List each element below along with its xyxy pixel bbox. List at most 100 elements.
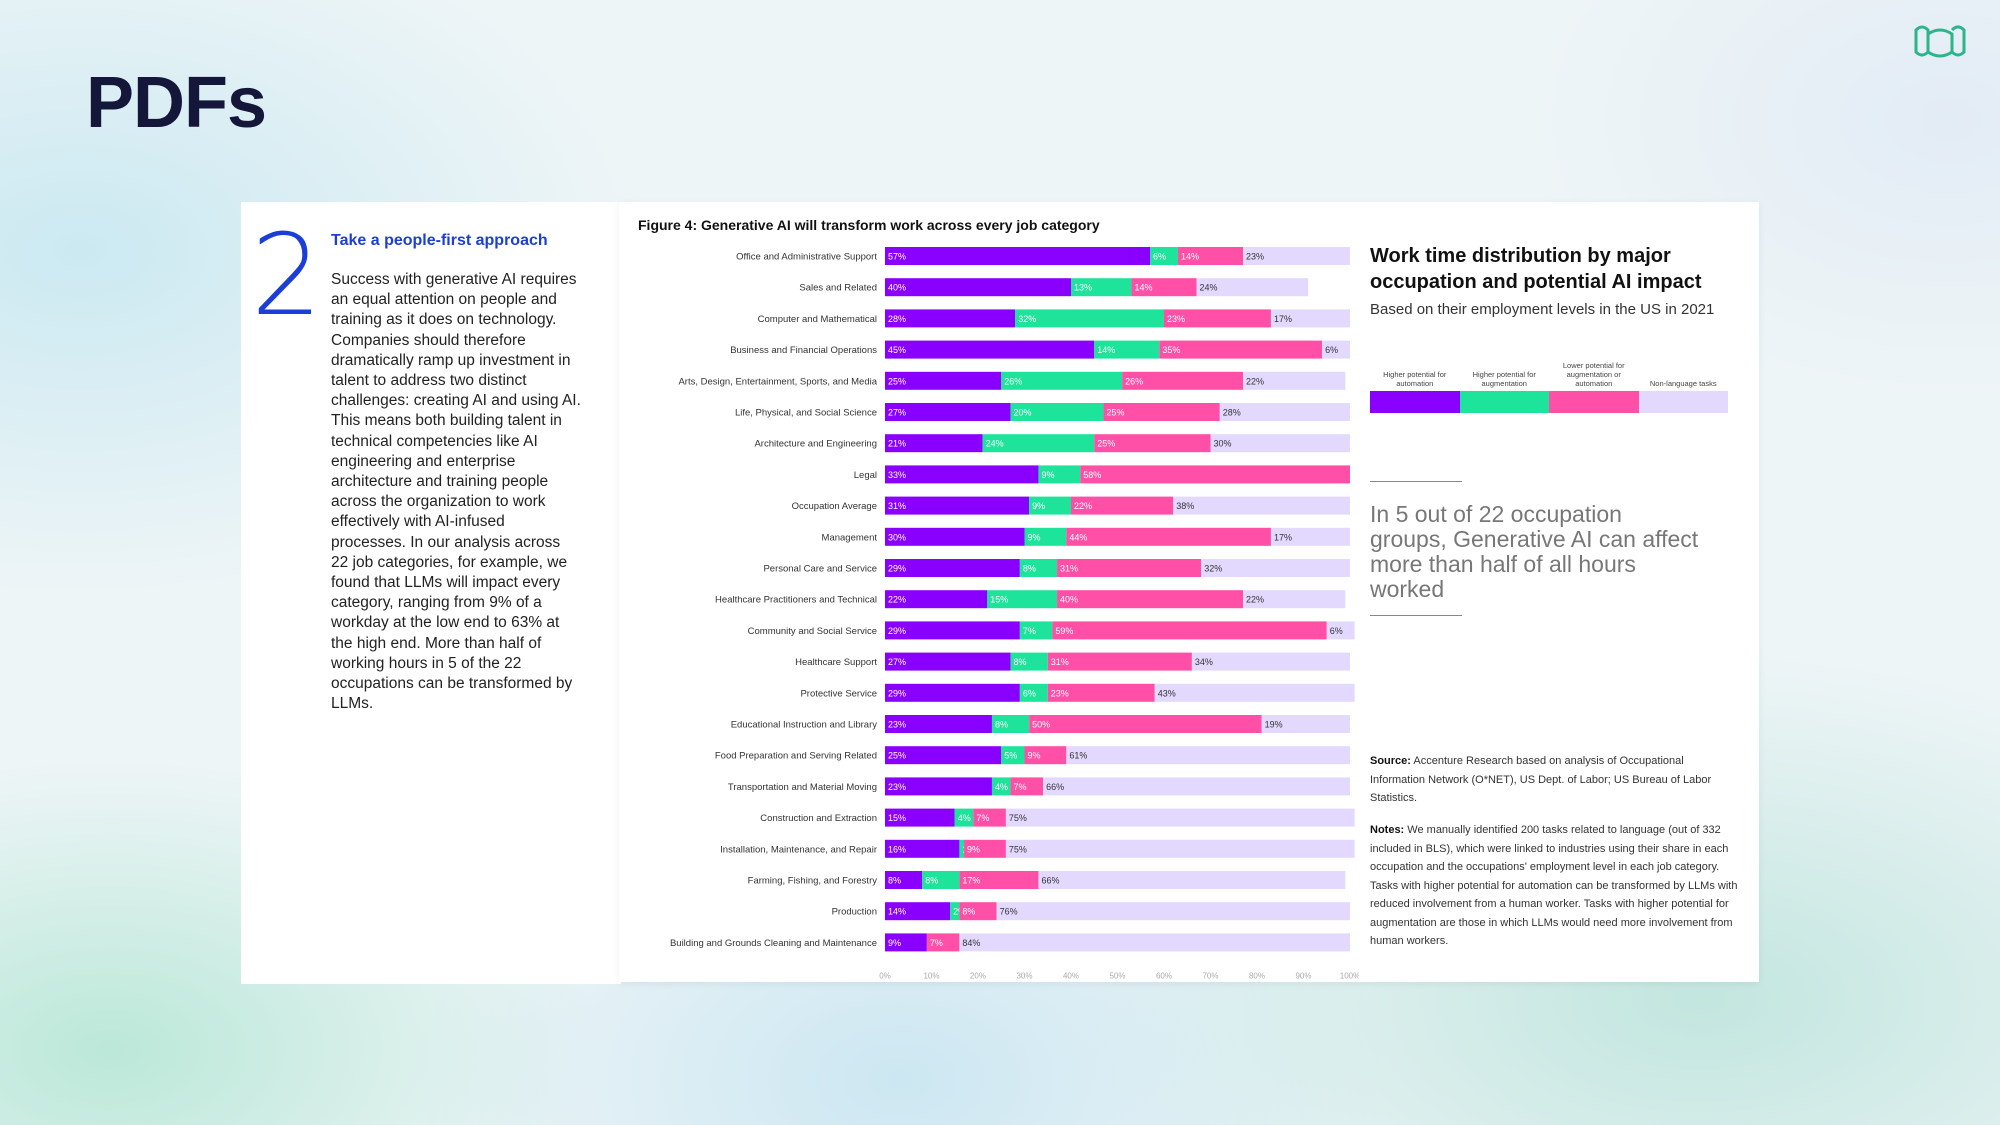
data-label: 8% [888,876,901,886]
brand-logo-icon [1914,25,1966,58]
bar-segment [1019,683,1048,702]
bar-segment [1191,652,1350,671]
bar-segment [885,496,1030,515]
data-label: 31% [1060,564,1078,574]
section-number: 2 [251,211,323,341]
bar-segment [1015,309,1164,328]
category-label: Occupation Average [792,501,877,512]
legend-item: Higher potential for augmentation [1459,352,1549,413]
category-label: Healthcare Practitioners and Technical [715,595,877,606]
legend-item: Lower potential for augmentation or auto… [1549,352,1639,413]
chart-legend: Higher potential for automation Higher p… [1370,352,1728,413]
source-note: Source: Accenture Research based on anal… [1370,752,1740,808]
bar-segment [885,278,1071,297]
figure-side-subtitle: Based on their employment levels in the … [1370,301,1715,318]
legend-swatch [1370,391,1460,413]
data-label: 45% [888,345,906,355]
data-label: 8% [1014,657,1027,667]
data-label: 9% [1028,751,1041,761]
data-label: 61% [1069,751,1087,761]
data-label: 22% [1246,376,1264,386]
bar-segment [1270,527,1350,546]
category-label: Installation, Maintenance, and Repair [720,844,877,855]
data-label: 21% [888,439,906,449]
bar-segment [1243,590,1346,609]
bar-segment [1071,496,1174,515]
bar-segment [885,309,1016,328]
bar-segment [1038,465,1081,484]
data-label: 23% [1246,252,1264,262]
data-label: 26% [1004,376,1022,386]
bar-segment [1066,746,1350,765]
data-label: 76% [1000,907,1018,917]
category-label: Transportation and Material Moving [728,782,877,793]
bar-segment [1270,309,1350,328]
data-label: 26% [1125,376,1143,386]
category-label: Personal Care and Service [763,564,877,575]
category-label: Architecture and Engineering [754,439,877,450]
divider [1370,615,1462,616]
bar-segment [1057,559,1202,577]
category-label: Construction and Extraction [760,813,877,824]
data-label: 14% [1134,283,1152,293]
data-label: 22% [1246,595,1264,605]
data-label: 7% [1014,782,1027,792]
data-label: 8% [925,876,938,886]
category-label: Educational Instruction and Library [731,720,878,731]
data-label: 57% [888,252,906,262]
x-tick-label: 50% [1109,972,1125,981]
bar-segment [991,777,1011,796]
bar-segment [1243,247,1350,265]
bar-segment [1201,559,1350,577]
figure-panel: Figure 4: Generative AI will transform w… [619,202,1759,982]
data-label: 66% [1041,876,1059,886]
x-tick-label: 60% [1156,972,1172,981]
data-label: 5% [1004,751,1017,761]
bar-segment [1196,278,1309,297]
data-label: 8% [995,720,1008,730]
data-label: 43% [1158,688,1176,698]
data-label: 27% [888,408,906,418]
category-label: Building and Grounds Cleaning and Mainte… [670,938,877,949]
data-label: 29% [888,626,906,636]
data-label: 16% [888,844,906,854]
data-label: 14% [1181,252,1199,262]
data-label: 50% [1032,720,1050,730]
data-label: 6% [1325,345,1338,355]
data-label: 27% [888,657,906,667]
bar-segment [950,902,960,921]
data-label: 8% [962,907,975,917]
data-label: 29% [888,564,906,574]
bar-segment [1080,465,1350,484]
bar-segment [1164,309,1271,328]
legend-label: Higher potential for automation [1383,370,1447,388]
bar-segment [1024,746,1067,765]
source-label: Source: [1370,755,1411,767]
category-label: Community and Social Service [748,626,877,637]
bar-segment [885,715,992,733]
bar-segment [1019,621,1053,640]
notes-text: We manually identified 200 tasks related… [1370,824,1738,947]
bar-segment [1094,340,1160,359]
bar-segment [1103,403,1220,421]
bar-segment [1029,715,1262,733]
bar-segment [987,590,1058,609]
figure-side-title: Work time distribution by major occupati… [1370,245,1702,293]
data-label: 7% [976,813,989,823]
data-label: 8% [1023,564,1036,574]
bar-segment [1001,746,1025,765]
legend-swatch [1459,391,1549,413]
data-label: 59% [1055,626,1073,636]
bar-segment [885,371,1002,390]
bar-segment [959,902,997,921]
bar-segment [885,808,955,827]
data-label: 24% [1200,283,1218,293]
bar-segment [926,933,960,952]
legend-label: Higher potential for augmentation [1472,370,1536,388]
bar-segment [1261,715,1350,733]
category-label: Office and Administrative Support [736,252,877,263]
data-label: 15% [888,813,906,823]
bar-segment [991,715,1030,733]
category-label: Protective Service [800,688,877,699]
data-label: 14% [1097,345,1115,355]
